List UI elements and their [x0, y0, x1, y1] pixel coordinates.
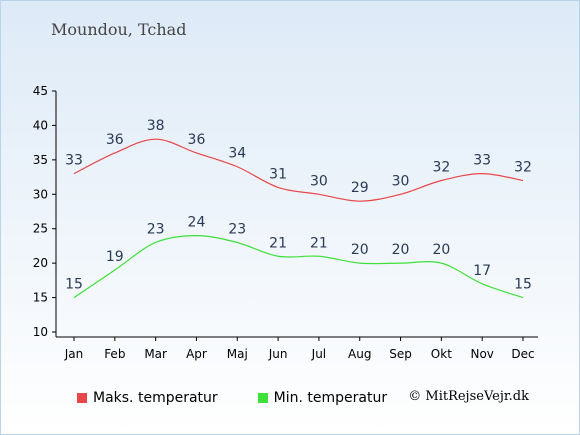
legend-swatch-max [77, 393, 87, 403]
data-label-1-Apr: 24 [188, 215, 206, 231]
legend-swatch-min [257, 393, 268, 403]
data-label-1-Aug: 20 [351, 242, 369, 258]
data-label-0-Jul: 30 [310, 173, 328, 189]
data-label-0-Dec: 32 [514, 160, 532, 176]
data-label-0-Nov: 33 [473, 153, 491, 169]
series-line-0 [73, 138, 524, 202]
data-label-1-Jan: 15 [65, 277, 83, 293]
x-tick-label-Feb: Feb [104, 347, 125, 361]
y-tick-label-25: 25 [33, 222, 48, 236]
y-tick-label-45: 45 [33, 84, 48, 98]
data-label-1-Jul: 21 [310, 235, 328, 251]
x-tick-label-Nov: Nov [470, 347, 493, 361]
x-tick-label-Jan: Jan [64, 347, 84, 361]
data-label-1-Nov: 17 [473, 263, 491, 279]
legend-item-min: Min. temperatur [257, 390, 388, 406]
x-tick-label-Apr: Apr [186, 347, 207, 361]
x-tick-label-Maj: Maj [227, 347, 248, 361]
x-tick-label-Mar: Mar [144, 347, 167, 361]
legend-item-max: Maks. temperatur [77, 390, 218, 406]
x-tick-label-Jun: Jun [268, 347, 288, 361]
data-label-1-Jun: 21 [269, 235, 287, 251]
x-tick-label-Aug: Aug [348, 347, 371, 361]
data-label-1-Maj: 23 [228, 221, 246, 237]
data-label-1-Feb: 19 [106, 249, 124, 265]
copyright-text: © MitRejseVejr.dk [408, 389, 529, 404]
y-tick-label-15: 15 [33, 291, 48, 305]
data-label-0-Apr: 36 [188, 132, 206, 148]
legend: Maks. temperatur Min. temperatur [77, 390, 427, 406]
data-label-1-Dec: 15 [514, 277, 532, 293]
y-tick-label-20: 20 [33, 256, 48, 270]
y-tick-label-35: 35 [33, 153, 48, 167]
data-label-0-Maj: 34 [228, 146, 246, 162]
data-label-0-Mar: 38 [147, 118, 165, 134]
data-label-0-Jan: 33 [65, 153, 83, 169]
data-label-0-Aug: 29 [351, 180, 369, 196]
series-line-1 [73, 234, 524, 299]
x-tick-label-Okt: Okt [431, 347, 452, 361]
data-label-0-Sep: 30 [392, 173, 410, 189]
data-label-1-Sep: 20 [392, 242, 410, 258]
chart-title: Moundou, Tchad [51, 20, 187, 39]
y-tick-label-40: 40 [33, 118, 48, 132]
legend-label-max: Maks. temperatur [93, 390, 218, 406]
data-label-0-Feb: 36 [106, 132, 124, 148]
data-label-0-Okt: 32 [432, 160, 450, 176]
data-label-1-Okt: 20 [432, 242, 450, 258]
x-tick-label-Dec: Dec [511, 347, 534, 361]
x-tick-label-Jul: Jul [311, 347, 326, 361]
x-tick-label-Sep: Sep [389, 347, 412, 361]
data-label-1-Mar: 23 [147, 221, 165, 237]
y-tick-label-10: 10 [33, 325, 48, 339]
data-label-0-Jun: 31 [269, 166, 287, 182]
legend-label-min: Min. temperatur [273, 390, 388, 406]
y-tick-label-30: 30 [33, 187, 48, 201]
